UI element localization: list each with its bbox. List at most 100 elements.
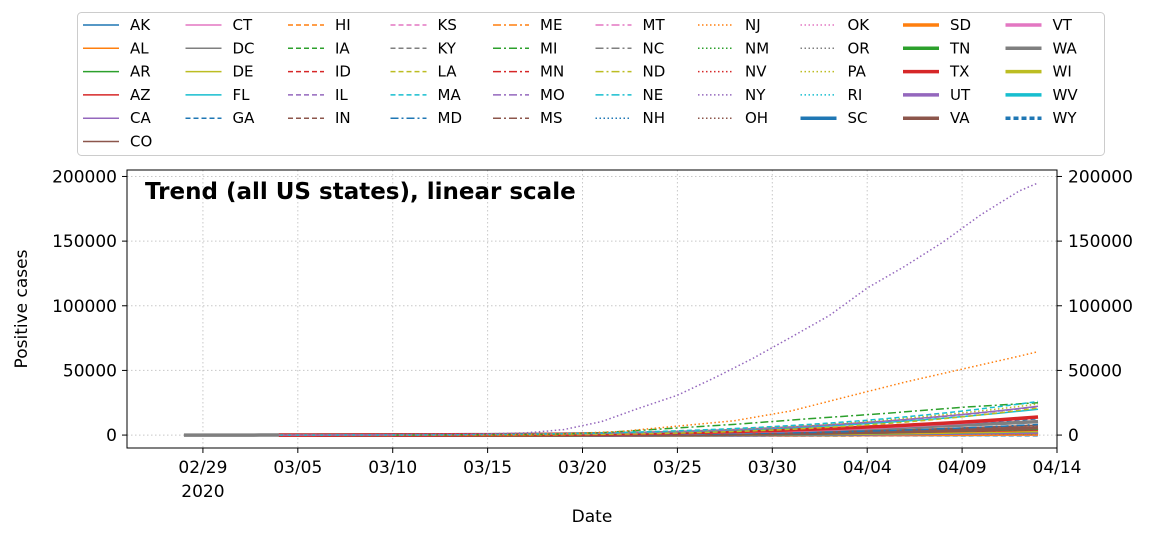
x-axis-label: Date [572,507,613,527]
legend-label: NE [643,86,664,104]
legend-label: AR [130,63,151,81]
y-tick-label-right: 150000 [1068,232,1133,252]
legend-entry: KS [390,16,457,34]
legend-label: OH [745,109,768,127]
legend-label: NJ [745,16,761,34]
legend-entry: DC [185,39,255,57]
legend-frame [77,12,1105,156]
legend-label: MO [540,86,565,104]
legend-label: IA [335,39,350,57]
legend-label: OR [848,39,870,57]
x-tick-label: 03/30 [748,458,797,478]
legend-entry: MO [493,86,565,104]
legend: AK AL AR AZ CA CO CT DC DE FL GA HI IA ID IL IN KS KY LA MA… [77,12,1105,156]
legend-label: PA [848,63,867,81]
legend-label: MI [540,39,557,57]
x-tick-label: 03/20 [558,458,607,478]
y-tick-label: 200000 [52,167,117,187]
legend-label: FL [233,86,251,104]
legend-entry: MA [390,86,462,104]
legend-entry: WY [1005,109,1077,127]
legend-entry: MD [390,109,463,127]
legend-entry: MS [493,109,562,127]
legend-label: ID [335,63,351,81]
y-tick-label-right: 50000 [1068,361,1122,381]
x-tick-label: 03/10 [368,458,417,478]
legend-label: AZ [130,86,151,104]
legend-label: NY [745,86,766,104]
legend-label: WA [1053,39,1078,57]
legend-entry: WV [1005,86,1079,104]
legend-label: WI [1053,63,1072,81]
legend-label: AK [130,16,151,34]
legend-label: CA [130,109,151,127]
legend-entry: TX [903,63,969,81]
legend-label: LA [438,63,458,81]
legend-label: MS [540,109,562,127]
legend-entry: HI [288,16,351,34]
series-line-mi [392,401,1039,436]
legend-entry: CA [83,109,151,127]
x-tick-label: 02/29 [178,458,227,478]
legend-entry: KY [390,39,457,57]
legend-entry: OK [800,16,871,34]
legend-label: TX [949,63,969,81]
x-tick-label: 04/14 [1033,458,1082,478]
y-tick-label: 0 [106,426,117,446]
legend-entry: NE [595,86,664,104]
legend-entry: CT [185,16,253,34]
legend-entry: NC [595,39,664,57]
legend-label: IL [335,86,348,104]
legend-entry: OH [698,109,768,127]
legend-entry: ME [493,16,562,34]
legend-label: MD [438,109,463,127]
legend-entry: FL [185,86,251,104]
legend-entry: WA [1005,39,1078,57]
legend-entry: ID [288,63,351,81]
y-axis-label: Positive cases [12,249,32,368]
legend-entry: IN [288,109,351,127]
x-tick-label: 04/04 [843,458,892,478]
y-tick-label: 150000 [52,232,117,252]
legend-entry: AK [83,16,151,34]
series-lines [183,182,1039,437]
x-tick-label: 04/09 [938,458,987,478]
legend-entry: PA [800,63,867,81]
legend-entry: TN [903,39,970,57]
plot-area [127,170,1058,448]
x-tick-label: 03/25 [653,458,702,478]
legend-label: DC [233,39,255,57]
legend-entry: NV [698,63,767,81]
legend-label: GA [233,109,256,127]
legend-label: KS [438,16,457,34]
y-tick-label: 50000 [63,361,117,381]
legend-entry: SC [800,109,868,127]
legend-label: WV [1053,86,1079,104]
legend-entry: DE [185,63,254,81]
y-tick-label: 100000 [52,297,117,317]
legend-entry: AL [83,39,149,57]
legend-label: TN [949,39,970,57]
legend-entry: GA [185,109,256,127]
legend-label: RI [848,86,863,104]
legend-label: MA [438,86,462,104]
legend-entry: VT [1005,16,1073,34]
legend-label: MT [643,16,666,34]
legend-label: ME [540,16,562,34]
legend-label: OK [848,16,871,34]
series-line-nj [278,350,1039,436]
legend-entry: AZ [83,86,151,104]
legend-label: VT [1053,16,1073,34]
series-line-ny [278,182,1039,436]
legend-entry: SD [903,16,971,34]
legend-entry: WI [1005,63,1072,81]
legend-label: AL [130,39,149,57]
legend-label: CT [233,16,253,34]
legend-entry: AR [83,63,151,81]
legend-entry: MT [595,16,666,34]
y-tick-label-right: 100000 [1068,297,1133,317]
legend-entry: LA [390,63,458,81]
legend-entry: IA [288,39,350,57]
y-tick-label-right: 200000 [1068,167,1133,187]
legend-label: ND [643,63,666,81]
